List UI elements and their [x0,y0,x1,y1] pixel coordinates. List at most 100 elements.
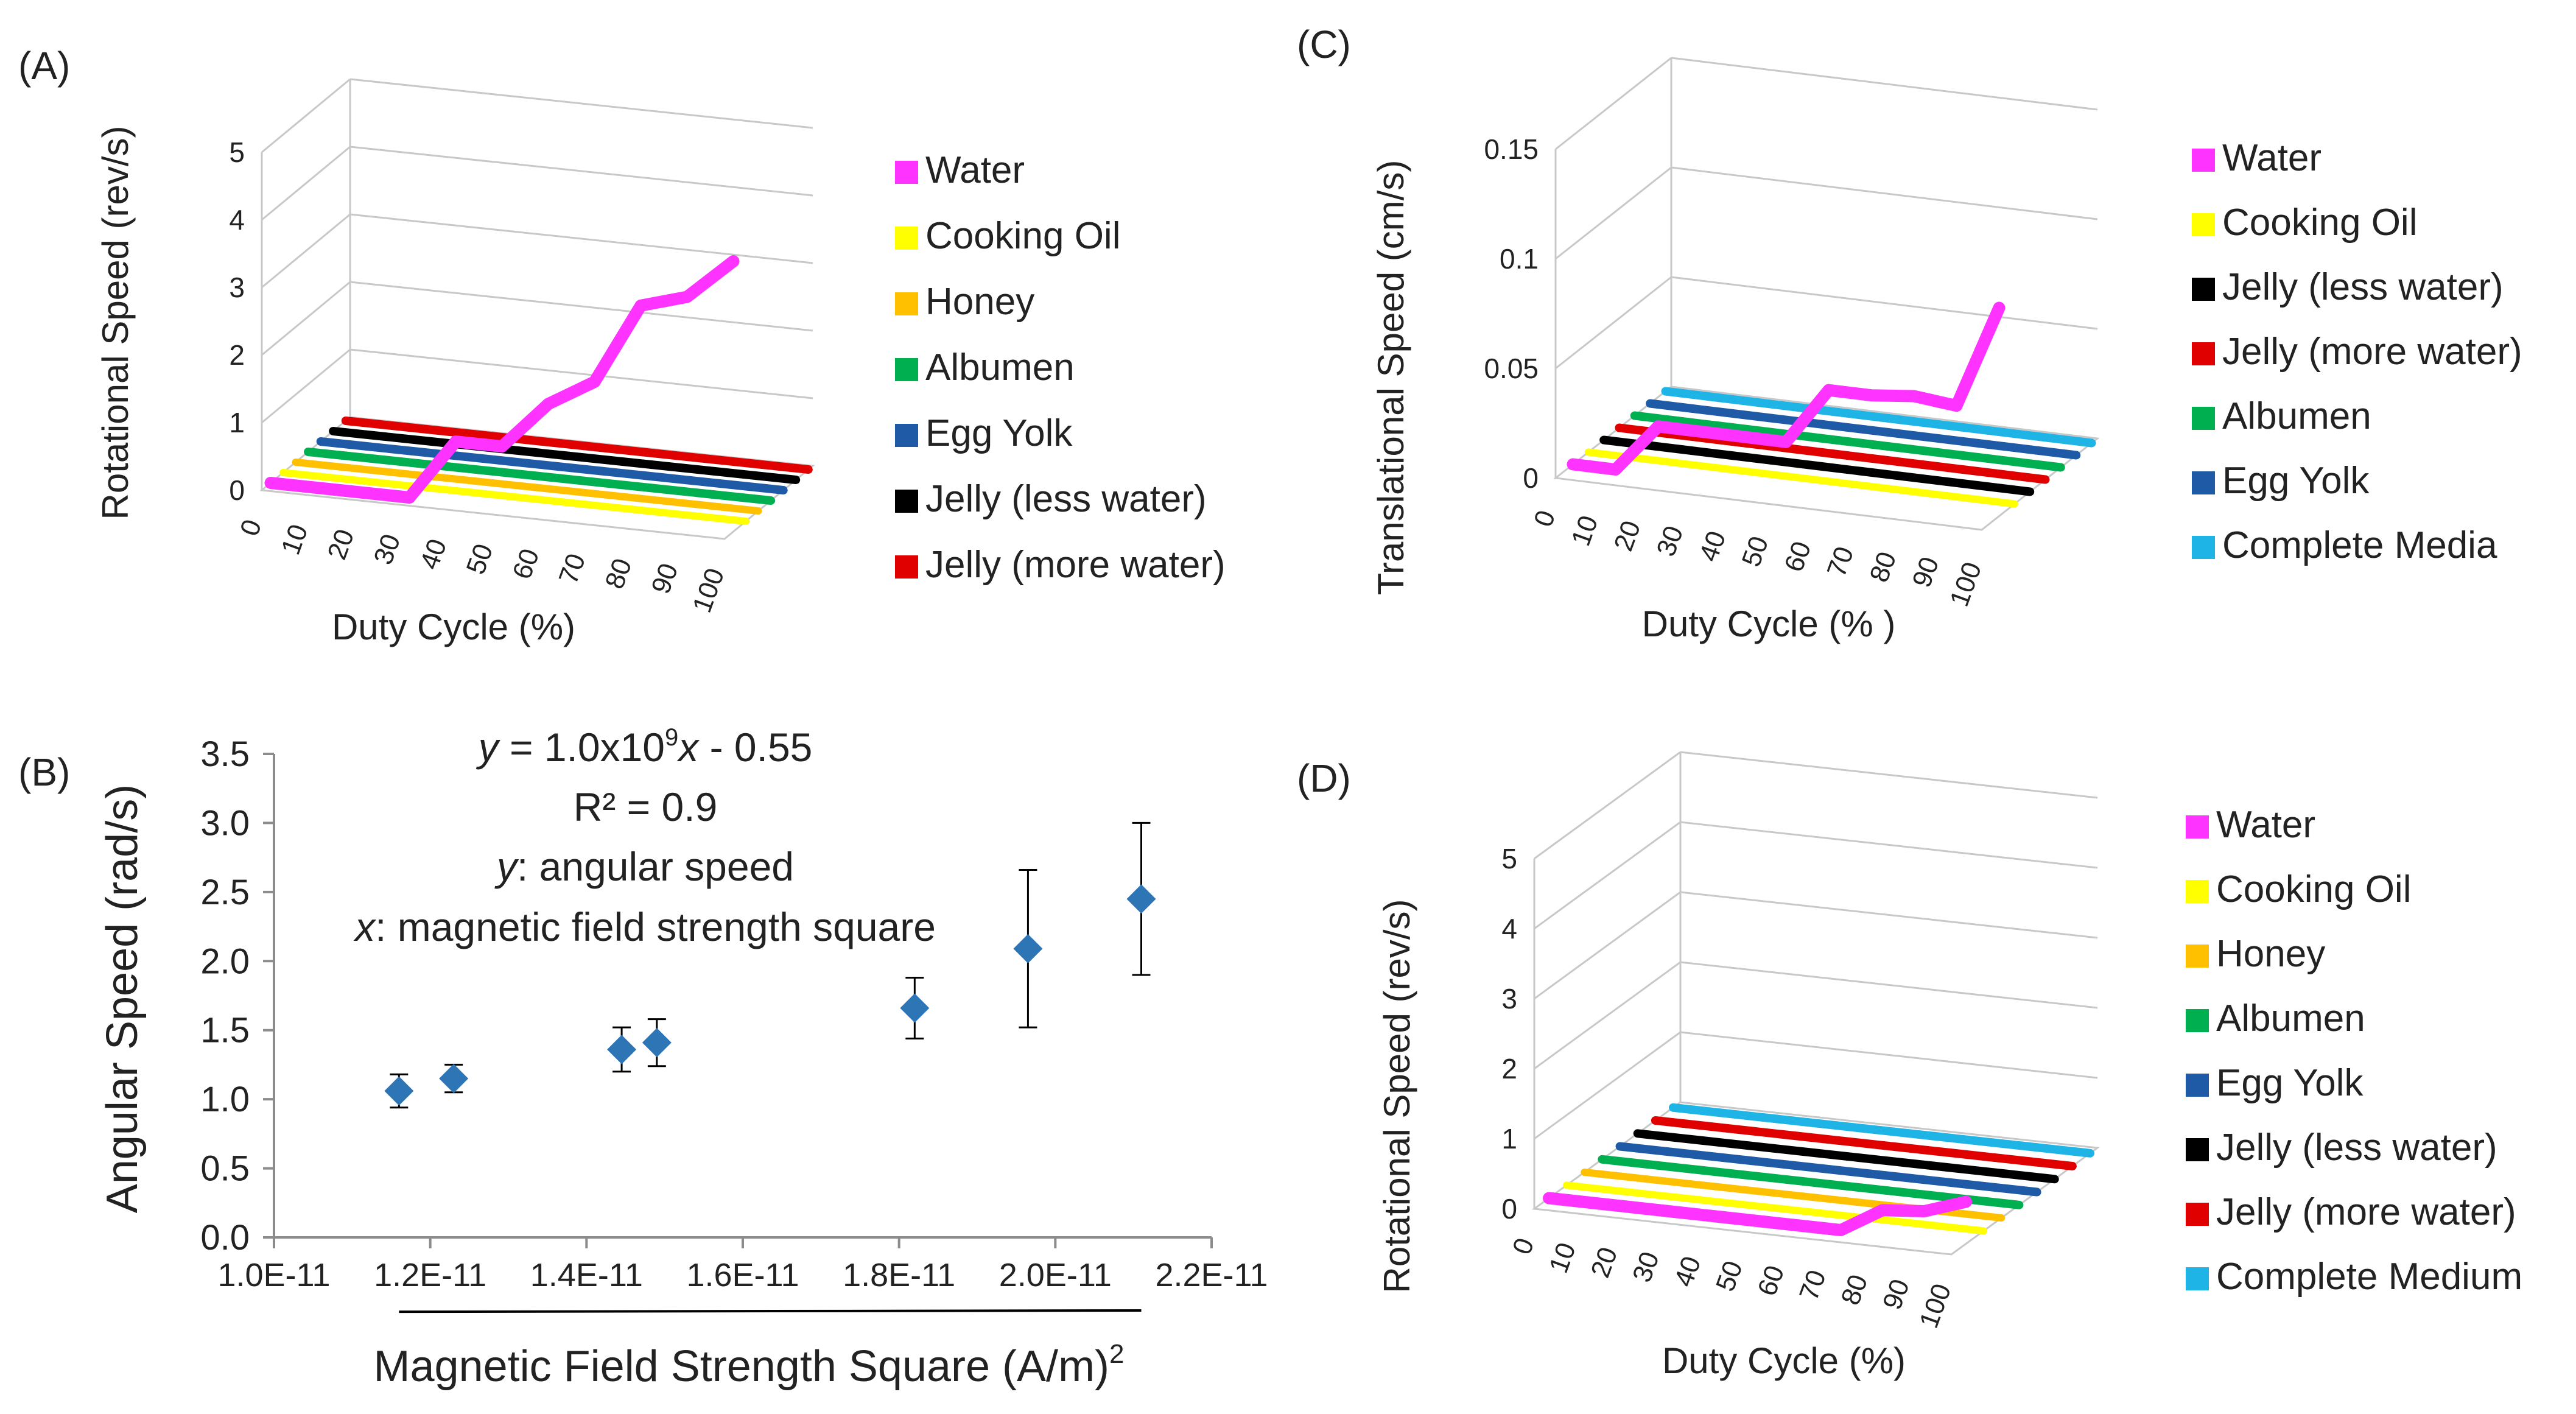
series-line-water [1543,1192,1972,1236]
legend-swatch-egg-yolk [2186,1074,2209,1097]
y-variable-symbol: y [494,844,519,889]
legend-swatch-jelly-more-water [2186,1203,2209,1226]
gridline-back-4 [349,146,813,197]
legend-label-albumen: Albumen [2222,395,2371,437]
x-axis-title: Magnetic Field Strength Square (A/m)2 [373,1339,1124,1391]
y-tick-label-4: 4 [229,204,245,236]
y-tick-label-5: 5 [229,136,245,168]
x-axis-title: Duty Cycle (%) [1662,1340,1906,1381]
series-line-albumen [304,448,776,505]
x-tick-label-90: 90 [1877,1275,1915,1314]
legend-label-jelly-more-water: Jelly (more water) [925,544,1226,586]
y-tick-label-5: 5 [1501,843,1517,874]
x-tick-label-40: 40 [1694,527,1732,566]
x-tick-label-30: 30 [368,530,407,569]
legend-label-complete-medium: Complete Medium [2216,1256,2522,1298]
panel-b: 0.0 0.5 1.0 1.5 2.0 2.5 3.0 3.5 1.0E-11 1.2E-11 1.… [18,724,1268,1391]
y-tick-label-2: 1.0 [200,1080,250,1119]
x-tick-label-40: 40 [1669,1253,1707,1291]
legend-swatch-complete-media [2192,536,2215,559]
x-tick-label-60: 60 [507,545,546,583]
panel-label: (B) [18,750,70,794]
trendline [399,1309,1142,1314]
legend-swatch-complete-medium [2186,1267,2209,1290]
gridline-back-5 [349,78,813,129]
y-tick-label-7: 3.5 [200,734,250,774]
y-tick-label-2: 2 [229,339,245,371]
series-line-cooking-oil [1563,1181,1988,1235]
gridline-back-3 [1680,891,2098,939]
x-tick-label-100: 100 [1944,558,1987,611]
y-axis-title: Angular Speed (rad/s) [98,784,147,1213]
x-tick-label-100: 100 [687,565,730,617]
gridline-side-3 [261,213,351,289]
x-tick-label-100: 100 [1914,1280,1957,1332]
series-line-albumen [1630,411,2065,472]
x-tick-label-2: 1.4E-11 [530,1257,643,1293]
legend-swatch-cooking-oil [2186,880,2209,903]
legend-swatch-cooking-oil [2192,213,2215,236]
x-tick-label-20: 20 [1585,1243,1624,1282]
legend-swatch-albumen [895,358,918,381]
y-tick-label-5: 2.5 [200,873,250,912]
x-variable-symbol: x [353,904,376,949]
series-line-honey [292,459,762,515]
legend-swatch-honey [895,292,918,315]
gridline-side-5 [1534,751,1681,860]
fit-equation-part-2: 9 [665,724,678,751]
legend-swatch-honey [2186,944,2209,968]
gridline-side-5 [261,78,351,153]
legend-label-jelly-more-water: Jelly (more water) [2216,1191,2516,1233]
x-tick-label-30: 30 [1651,522,1690,560]
gridline-side-4 [261,146,351,221]
y-axis-title: Translational Speed (cm/s) [1370,160,1411,596]
y-tick-label-3: 3 [1501,983,1517,1015]
series-line-jelly-less-water [1599,435,2035,496]
legend-label-honey: Honey [925,281,1034,323]
gridline-back-4 [1680,821,2098,869]
gridline-side-2 [1534,961,1681,1070]
x-tick-label-30: 30 [1627,1248,1665,1286]
legend-label-complete-media: Complete Media [2222,524,2497,566]
gridline-back-1 [1671,276,2098,330]
legend-swatch-jelly-less-water [2192,278,2215,301]
x-tick-label-50: 50 [1710,1257,1749,1295]
gridline-side-1 [261,348,351,424]
y-tick-label-0: 0.0 [200,1218,250,1257]
fit-equation-part-0: y [476,725,501,770]
x-tick-label-70: 70 [1794,1266,1832,1304]
x-tick-label-5: 2.0E-11 [999,1257,1112,1293]
legend-label-albumen: Albumen [925,346,1075,389]
x-axis-title: Duty Cycle (% ) [1642,603,1896,644]
series-line-water [1567,301,2006,476]
legend-swatch-albumen [2186,1009,2209,1032]
gridline-back-1 [349,348,813,399]
gridline-back-3 [1671,57,2098,111]
x-tick-label-60: 60 [1779,538,1817,576]
gridline-side-1 [1555,276,1672,370]
fit-equation-part-3: x [676,725,700,770]
data-point-5 [1013,934,1043,963]
series-line-egg-yolk [1646,399,2081,460]
x-tick-label-0: 0 [1507,1234,1540,1259]
series-line-jelly-more-water [341,417,813,474]
x-axis-title: Duty Cycle (%) [332,607,575,647]
fit-equation-part-1: = 1.0x10 [499,725,665,770]
legend-swatch-water [2186,815,2209,839]
series-line-jelly-less-water [329,427,801,484]
gridline-back-2 [1671,166,2098,220]
series-line-cooking-oil [279,469,749,525]
x-tick-label-70: 70 [1822,543,1860,581]
panel-label: (D) [1297,756,1351,800]
x-tick-label-90: 90 [646,560,684,598]
legend-swatch-jelly-more-water [895,555,918,579]
legend-swatch-egg-yolk [895,424,918,447]
legend-swatch-water [895,161,918,184]
y-tick-label-3: 1.5 [200,1011,250,1050]
series-line-albumen [1598,1155,2024,1209]
series-line-egg-yolk [1615,1142,2041,1197]
y-tick-label-0: 0 [1523,462,1539,494]
series-line-jelly-less-water [1633,1129,2059,1184]
